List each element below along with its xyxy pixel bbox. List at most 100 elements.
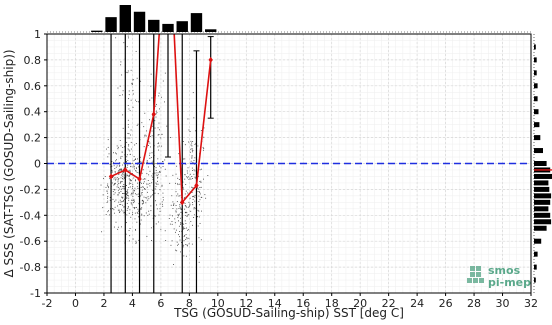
scatter-point [132, 162, 134, 164]
scatter-point [109, 208, 111, 210]
scatter-point [106, 190, 108, 192]
scatter-point [139, 156, 141, 158]
scatter-point [158, 172, 160, 173]
scatter-point [186, 245, 188, 247]
scatter-point [132, 93, 134, 95]
scatter-point [184, 193, 186, 195]
scatter-point [117, 87, 119, 89]
scatter-point [135, 159, 136, 161]
scatter-point [198, 216, 200, 218]
scatter-point [149, 185, 151, 187]
scatter-point [101, 231, 103, 233]
scatter-point [137, 196, 139, 197]
y-tick-label: 0.8 [24, 54, 42, 67]
scatter-point [171, 195, 173, 197]
scatter-point [121, 74, 123, 76]
scatter-point [157, 180, 158, 182]
scatter-point [120, 181, 121, 183]
scatter-point [191, 157, 193, 159]
scatter-point [130, 194, 132, 196]
scatter-point [157, 193, 159, 195]
scatter-point [200, 130, 202, 131]
x-tick-label: 14 [268, 297, 282, 310]
scatter-point [183, 244, 185, 246]
scatter-point [164, 168, 166, 170]
scatter-point [152, 190, 154, 191]
scatter-point [179, 183, 181, 185]
scatter-point [184, 227, 186, 229]
scatter-point [119, 188, 121, 190]
scatter-point [143, 182, 144, 184]
y-axis-ticks: -1 -0.8 -0.6 -0.4 -0.2 0 0.2 0.4 0.6 0.8 1 [20, 28, 47, 300]
right-histogram-bar [534, 193, 552, 199]
x-tick-label: 24 [410, 297, 424, 310]
scatter-point [141, 214, 143, 216]
scatter-point [126, 197, 128, 199]
scatter-point [197, 187, 199, 189]
scatter-point [185, 206, 187, 208]
scatter-point [191, 148, 193, 149]
scatter-point [159, 189, 161, 191]
scatter-point [129, 110, 131, 112]
scatter-point [122, 90, 124, 92]
scatter-point [200, 196, 202, 198]
scatter-point [107, 192, 109, 194]
scatter-point [192, 187, 194, 189]
scatter-point [123, 167, 125, 169]
scatter-point [129, 228, 131, 229]
scatter-point [191, 142, 193, 144]
logo-icon-square [476, 272, 481, 277]
scatter-point [151, 175, 153, 177]
scatter-point [194, 143, 196, 145]
scatter-point [193, 169, 195, 171]
scatter-point [146, 183, 148, 185]
scatter-point [100, 184, 102, 186]
scatter-point [142, 178, 144, 180]
mean-series-marker [194, 182, 199, 189]
scatter-point [178, 195, 180, 197]
scatter-point [135, 167, 137, 169]
scatter-point [150, 73, 152, 75]
scatter-point [120, 168, 122, 170]
y-tick-label: -0.2 [20, 183, 41, 196]
scatter-point [143, 187, 145, 189]
scatter-point [121, 185, 123, 187]
mean-series [108, 34, 213, 206]
scatter-point [183, 198, 185, 200]
scatter-point [176, 195, 178, 197]
scatter-point [135, 170, 137, 171]
scatter-point [123, 211, 125, 213]
scatter-point [146, 197, 148, 199]
scatter-point [203, 136, 205, 138]
scatter-point [136, 101, 138, 103]
scatter-point [184, 235, 186, 236]
scatter-point [138, 216, 140, 218]
scatter-point [138, 210, 139, 212]
scatter-point [143, 200, 144, 202]
scatter-point [191, 192, 193, 193]
scatter-point [152, 173, 154, 175]
scatter-point [130, 69, 132, 71]
scatter-point [111, 182, 113, 184]
scatter-point [135, 229, 137, 231]
scatter-point [154, 165, 155, 167]
scatter-point [116, 153, 117, 155]
scatter-point [180, 208, 182, 210]
scatter-point [180, 208, 182, 210]
scatter-point [157, 175, 159, 177]
scatter-point [135, 180, 136, 182]
scatter-point [193, 208, 195, 210]
scatter-point [128, 178, 130, 180]
scatter-point [205, 197, 207, 199]
scatter-point [194, 200, 196, 202]
scatter-point [123, 185, 125, 187]
scatter-point [134, 159, 135, 161]
scatter-point [119, 169, 121, 171]
scatter-point [121, 197, 123, 199]
scatter-point [152, 194, 154, 196]
scatter-point [125, 233, 127, 235]
scatter-point [191, 243, 193, 245]
scatter-point [113, 212, 115, 214]
scatter-point [143, 196, 145, 198]
mean-series-line [110, 34, 212, 205]
